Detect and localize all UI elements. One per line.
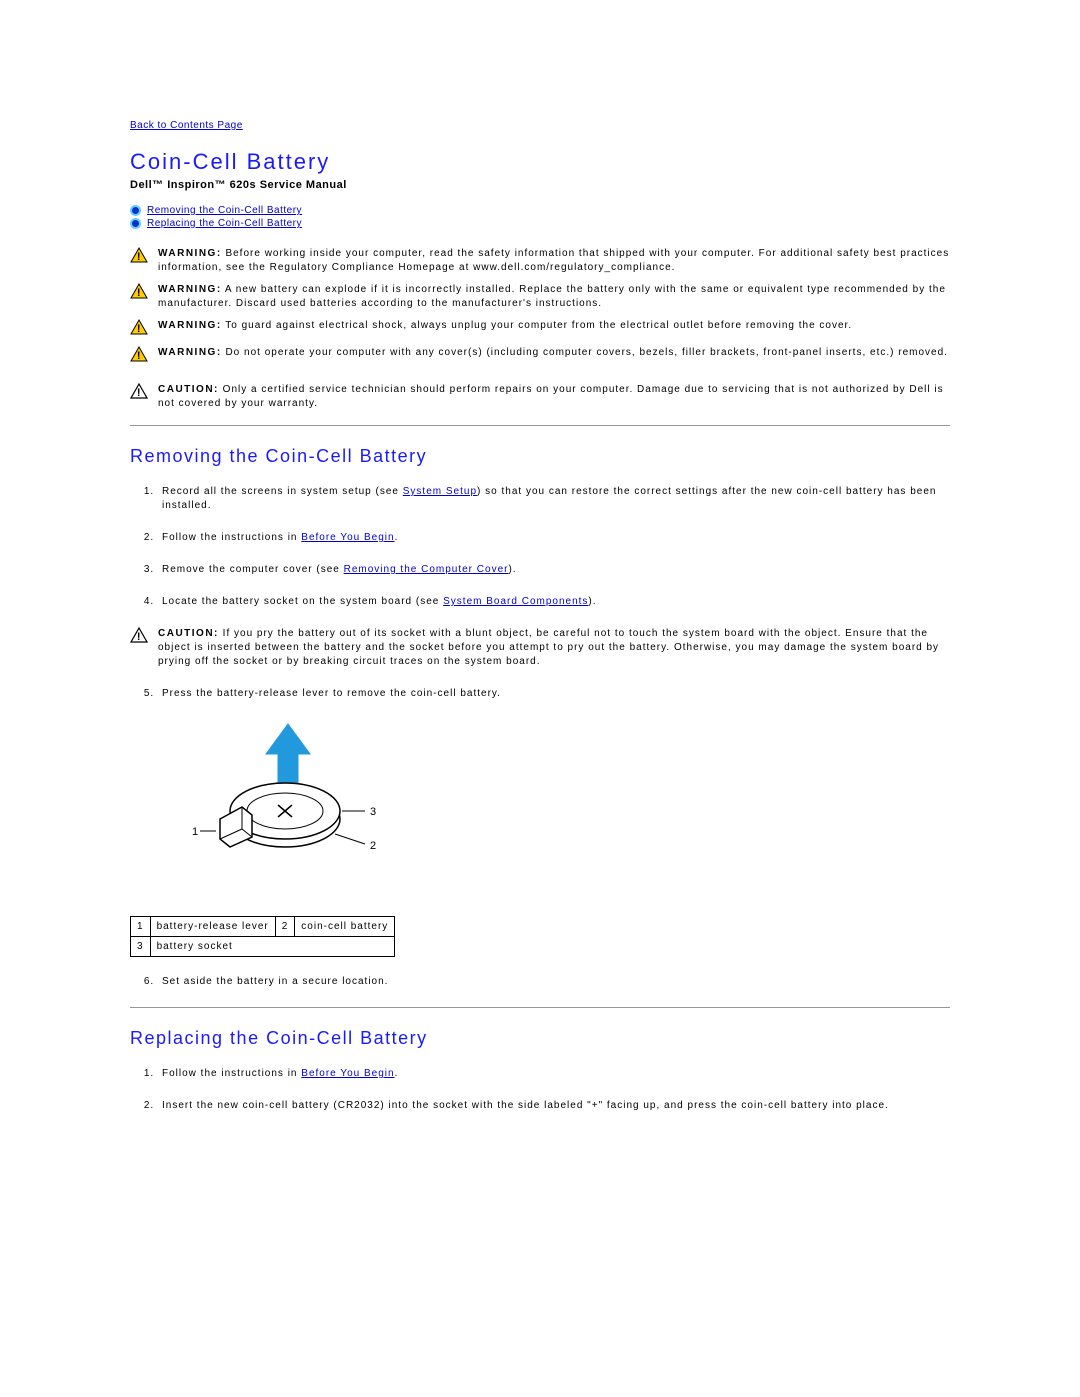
diagram-legend-table: 1 battery-release lever 2 coin-cell batt…: [130, 916, 395, 957]
battery-diagram-svg: 1 3 2: [170, 719, 390, 889]
step: Insert the new coin-cell battery (CR2032…: [158, 1099, 950, 1113]
warning-icon: !: [130, 283, 148, 302]
step-text: Locate the battery socket on the system …: [162, 596, 443, 607]
caution-icon: !: [130, 627, 148, 646]
warning-block: ! WARNING: To guard against electrical s…: [130, 319, 950, 338]
legend-cell: 3: [131, 937, 151, 957]
table-row: 1 battery-release lever 2 coin-cell batt…: [131, 917, 395, 937]
table-of-contents: Removing the Coin-Cell Battery Replacing…: [130, 205, 950, 229]
legend-cell: 1: [131, 917, 151, 937]
page-title: Coin-Cell Battery: [130, 149, 950, 175]
step: Press the battery-release lever to remov…: [158, 687, 950, 701]
diagram-label-3: 3: [370, 806, 377, 818]
step-text: Follow the instructions in: [162, 532, 301, 543]
warning-icon: !: [130, 319, 148, 338]
legend-cell: coin-cell battery: [295, 917, 395, 937]
legend-cell: battery-release lever: [150, 917, 275, 937]
divider: [130, 1007, 950, 1008]
diagram-label-1: 1: [192, 826, 199, 838]
bullet-icon: [130, 205, 141, 216]
step: Set aside the battery in a secure locati…: [158, 975, 950, 989]
section-title-removing: Removing the Coin-Cell Battery: [130, 446, 950, 467]
step-text: Record all the screens in system setup (…: [162, 486, 403, 497]
svg-text:!: !: [137, 323, 141, 335]
warning-text: WARNING: Before working inside your comp…: [158, 247, 950, 275]
subtitle: Dell™ Inspiron™ 620s Service Manual: [130, 179, 950, 191]
link-system-board[interactable]: System Board Components: [443, 596, 588, 607]
link-before-you-begin[interactable]: Before You Begin: [301, 1068, 394, 1079]
battery-diagram: 1 3 2: [170, 719, 950, 892]
warning-text: WARNING: A new battery can explode if it…: [158, 283, 950, 311]
removing-steps: Record all the screens in system setup (…: [142, 485, 950, 609]
step-text: Remove the computer cover (see: [162, 564, 344, 575]
step: Follow the instructions in Before You Be…: [158, 1067, 950, 1081]
toc-item: Removing the Coin-Cell Battery: [130, 205, 950, 216]
replacing-steps: Follow the instructions in Before You Be…: [142, 1067, 950, 1113]
svg-text:!: !: [137, 631, 141, 643]
removing-steps-cont: Press the battery-release lever to remov…: [142, 687, 950, 701]
diagram-label-2: 2: [370, 840, 377, 852]
toc-link-replacing[interactable]: Replacing the Coin-Cell Battery: [147, 218, 302, 229]
toc-link-removing[interactable]: Removing the Coin-Cell Battery: [147, 205, 302, 216]
caution-block: ! CAUTION: If you pry the battery out of…: [130, 627, 950, 669]
caution-icon: !: [130, 383, 148, 402]
step-text: .: [395, 1068, 399, 1079]
step: Follow the instructions in Before You Be…: [158, 531, 950, 545]
svg-text:!: !: [137, 387, 141, 399]
step: Record all the screens in system setup (…: [158, 485, 950, 513]
warning-block: ! WARNING: A new battery can explode if …: [130, 283, 950, 311]
link-before-you-begin[interactable]: Before You Begin: [301, 532, 394, 543]
toc-item: Replacing the Coin-Cell Battery: [130, 218, 950, 229]
svg-text:!: !: [137, 350, 141, 362]
caution-text: CAUTION: If you pry the battery out of i…: [158, 627, 950, 669]
divider: [130, 425, 950, 426]
legend-cell: battery socket: [150, 937, 395, 957]
removing-steps-cont2: Set aside the battery in a secure locati…: [142, 975, 950, 989]
step-text: Follow the instructions in: [162, 1068, 301, 1079]
warning-block: ! WARNING: Before working inside your co…: [130, 247, 950, 275]
legend-cell: 2: [275, 917, 295, 937]
step-text: .: [395, 532, 399, 543]
warning-block: ! WARNING: Do not operate your computer …: [130, 346, 950, 365]
step-text: ).: [588, 596, 596, 607]
warning-text: WARNING: Do not operate your computer wi…: [158, 346, 948, 360]
warning-icon: !: [130, 346, 148, 365]
caution-block: ! CAUTION: Only a certified service tech…: [130, 383, 950, 411]
link-removing-cover[interactable]: Removing the Computer Cover: [344, 564, 509, 575]
warning-icon: !: [130, 247, 148, 266]
caution-text: CAUTION: Only a certified service techni…: [158, 383, 950, 411]
table-row: 3 battery socket: [131, 937, 395, 957]
section-title-replacing: Replacing the Coin-Cell Battery: [130, 1028, 950, 1049]
link-system-setup[interactable]: System Setup: [403, 486, 477, 497]
step-text: ).: [508, 564, 516, 575]
back-to-contents-link[interactable]: Back to Contents Page: [130, 120, 950, 131]
page-container: Back to Contents Page Coin-Cell Battery …: [0, 0, 1080, 1191]
svg-text:!: !: [137, 251, 141, 263]
bullet-icon: [130, 218, 141, 229]
step: Locate the battery socket on the system …: [158, 595, 950, 609]
svg-text:!: !: [137, 287, 141, 299]
warning-text: WARNING: To guard against electrical sho…: [158, 319, 852, 333]
step: Remove the computer cover (see Removing …: [158, 563, 950, 577]
